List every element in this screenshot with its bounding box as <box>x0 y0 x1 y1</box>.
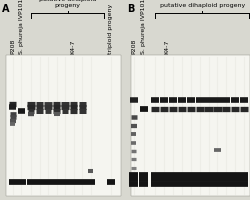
Text: P208: P208 <box>131 39 136 54</box>
Text: S. phureja IVP101: S. phureja IVP101 <box>141 0 146 54</box>
Bar <box>130 56 249 196</box>
Bar <box>6 56 120 196</box>
Text: K4-7: K4-7 <box>164 40 168 54</box>
Text: B: B <box>126 4 134 14</box>
Text: P208: P208 <box>10 39 15 54</box>
Text: putative dihaploid
progeny: putative dihaploid progeny <box>39 0 96 8</box>
Text: putative dihaploid progeny: putative dihaploid progeny <box>159 3 244 8</box>
Text: A: A <box>2 4 10 14</box>
Text: K4-7: K4-7 <box>70 40 75 54</box>
Text: triploid progeny: triploid progeny <box>108 4 113 54</box>
Text: S. phureja IVP101: S. phureja IVP101 <box>19 0 24 54</box>
